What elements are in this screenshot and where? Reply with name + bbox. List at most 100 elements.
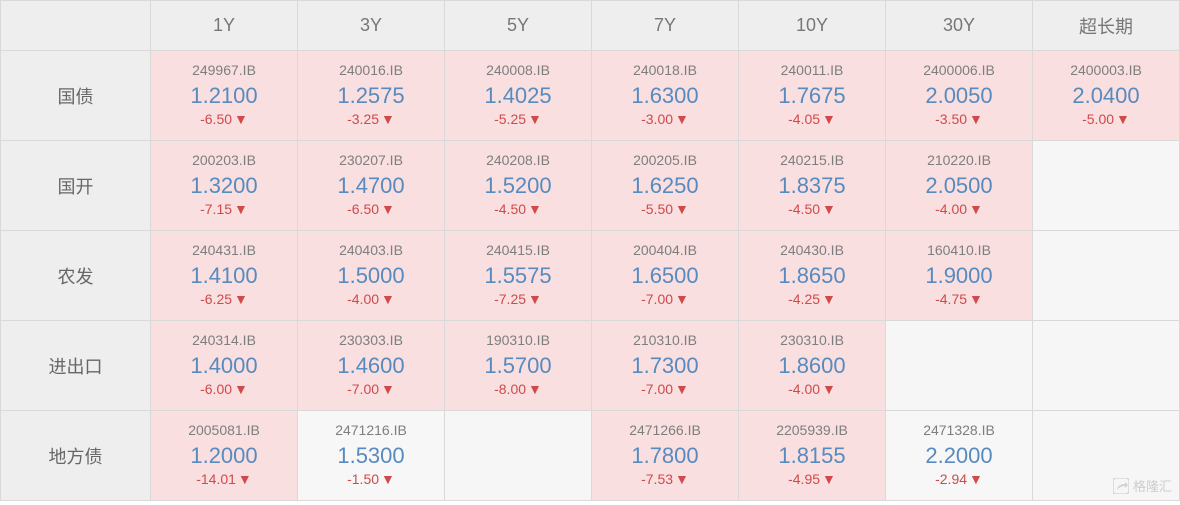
- data-cell: 200404.IB1.6500-7.00▼: [592, 231, 739, 321]
- change-value: -8.00: [494, 381, 526, 397]
- bond-code: 240018.IB: [592, 61, 738, 81]
- data-cell: 200203.IB1.3200-7.15▼: [151, 141, 298, 231]
- down-triangle-icon: ▼: [969, 110, 983, 130]
- header-row: 1Y 3Y 5Y 7Y 10Y 30Y 超长期: [1, 1, 1180, 51]
- down-triangle-icon: ▼: [234, 290, 248, 310]
- bond-yield: 1.5000: [298, 261, 444, 291]
- down-triangle-icon: ▼: [381, 290, 395, 310]
- change-value: -4.50: [788, 201, 820, 217]
- down-triangle-icon: ▼: [381, 200, 395, 220]
- change-value: -7.15: [200, 201, 232, 217]
- bond-change: -6.50▼: [151, 110, 297, 130]
- data-cell: 249967.IB1.2100-6.50▼: [151, 51, 298, 141]
- down-triangle-icon: ▼: [528, 380, 542, 400]
- bond-code: 240008.IB: [445, 61, 591, 81]
- change-value: -3.00: [641, 111, 673, 127]
- data-cell: 240431.IB1.4100-6.25▼: [151, 231, 298, 321]
- bond-change: -4.75▼: [886, 290, 1032, 310]
- down-triangle-icon: ▼: [969, 470, 983, 490]
- data-cell: 240011.IB1.7675-4.05▼: [739, 51, 886, 141]
- bond-yield: 1.2100: [151, 81, 297, 111]
- row-label: 国债: [1, 51, 151, 141]
- data-cell: 2005081.IB1.2000-14.01▼: [151, 411, 298, 501]
- change-value: -7.00: [641, 381, 673, 397]
- col-ultralong: 超长期: [1033, 1, 1180, 51]
- down-triangle-icon: ▼: [234, 110, 248, 130]
- bond-code: 240403.IB: [298, 241, 444, 261]
- bond-yield: 1.4100: [151, 261, 297, 291]
- bond-code: 2400003.IB: [1033, 61, 1179, 81]
- bond-yield: 1.4700: [298, 171, 444, 201]
- change-value: -3.50: [935, 111, 967, 127]
- bond-code: 2005081.IB: [151, 421, 297, 441]
- bond-yield: 1.4600: [298, 351, 444, 381]
- down-triangle-icon: ▼: [528, 110, 542, 130]
- change-value: -1.50: [347, 471, 379, 487]
- data-cell: 240016.IB1.2575-3.25▼: [298, 51, 445, 141]
- data-cell: 240314.IB1.4000-6.00▼: [151, 321, 298, 411]
- down-triangle-icon: ▼: [969, 200, 983, 220]
- change-value: -6.25: [200, 291, 232, 307]
- watermark-text: 格隆汇: [1133, 476, 1172, 495]
- corner-cell: [1, 1, 151, 51]
- change-value: -2.94: [935, 471, 967, 487]
- bond-yield: 1.3200: [151, 171, 297, 201]
- change-value: -7.53: [641, 471, 673, 487]
- change-value: -4.00: [935, 201, 967, 217]
- down-triangle-icon: ▼: [675, 470, 689, 490]
- bond-yield: 1.8600: [739, 351, 885, 381]
- bond-code: 240430.IB: [739, 241, 885, 261]
- bond-change: -2.94▼: [886, 470, 1032, 490]
- down-triangle-icon: ▼: [675, 110, 689, 130]
- data-cell: 240008.IB1.4025-5.25▼: [445, 51, 592, 141]
- row-label: 国开: [1, 141, 151, 231]
- bond-code: 240016.IB: [298, 61, 444, 81]
- bond-code: 240415.IB: [445, 241, 591, 261]
- col-3y: 3Y: [298, 1, 445, 51]
- change-value: -7.25: [494, 291, 526, 307]
- bond-change: -3.25▼: [298, 110, 444, 130]
- down-triangle-icon: ▼: [234, 200, 248, 220]
- row-label: 地方债: [1, 411, 151, 501]
- down-triangle-icon: ▼: [822, 470, 836, 490]
- change-value: -4.95: [788, 471, 820, 487]
- data-cell: 210220.IB2.0500-4.00▼: [886, 141, 1033, 231]
- change-value: -7.00: [641, 291, 673, 307]
- data-cell: 230207.IB1.4700-6.50▼: [298, 141, 445, 231]
- data-cell: 2400006.IB2.0050-3.50▼: [886, 51, 1033, 141]
- down-triangle-icon: ▼: [528, 200, 542, 220]
- bond-code: 210310.IB: [592, 331, 738, 351]
- bond-yield: 1.5575: [445, 261, 591, 291]
- down-triangle-icon: ▼: [675, 380, 689, 400]
- bond-code: 2400006.IB: [886, 61, 1032, 81]
- down-triangle-icon: ▼: [381, 380, 395, 400]
- bond-code: 2205939.IB: [739, 421, 885, 441]
- bond-code: 160410.IB: [886, 241, 1032, 261]
- down-triangle-icon: ▼: [822, 290, 836, 310]
- down-triangle-icon: ▼: [675, 290, 689, 310]
- bond-change: -4.50▼: [445, 200, 591, 220]
- bond-yield: 1.4000: [151, 351, 297, 381]
- bond-yield: 1.5700: [445, 351, 591, 381]
- bond-yield: 1.2575: [298, 81, 444, 111]
- bond-yield: 2.2000: [886, 441, 1032, 471]
- bond-yield: 1.4025: [445, 81, 591, 111]
- bond-code: 249967.IB: [151, 61, 297, 81]
- change-value: -6.50: [200, 111, 232, 127]
- bond-yield: 2.0400: [1033, 81, 1179, 111]
- change-value: -5.25: [494, 111, 526, 127]
- row-label: 进出口: [1, 321, 151, 411]
- table-row: 地方债2005081.IB1.2000-14.01▼2471216.IB1.53…: [1, 411, 1180, 501]
- bond-change: -7.25▼: [445, 290, 591, 310]
- data-cell: [886, 321, 1033, 411]
- bond-yield: 1.5200: [445, 171, 591, 201]
- table-row: 农发240431.IB1.4100-6.25▼240403.IB1.5000-4…: [1, 231, 1180, 321]
- bond-code: 200404.IB: [592, 241, 738, 261]
- data-cell: 210310.IB1.7300-7.00▼: [592, 321, 739, 411]
- bond-yield: 1.2000: [151, 441, 297, 471]
- bond-code: 240314.IB: [151, 331, 297, 351]
- bond-change: -6.00▼: [151, 380, 297, 400]
- bond-change: -7.00▼: [298, 380, 444, 400]
- bond-change: -5.25▼: [445, 110, 591, 130]
- change-value: -4.05: [788, 111, 820, 127]
